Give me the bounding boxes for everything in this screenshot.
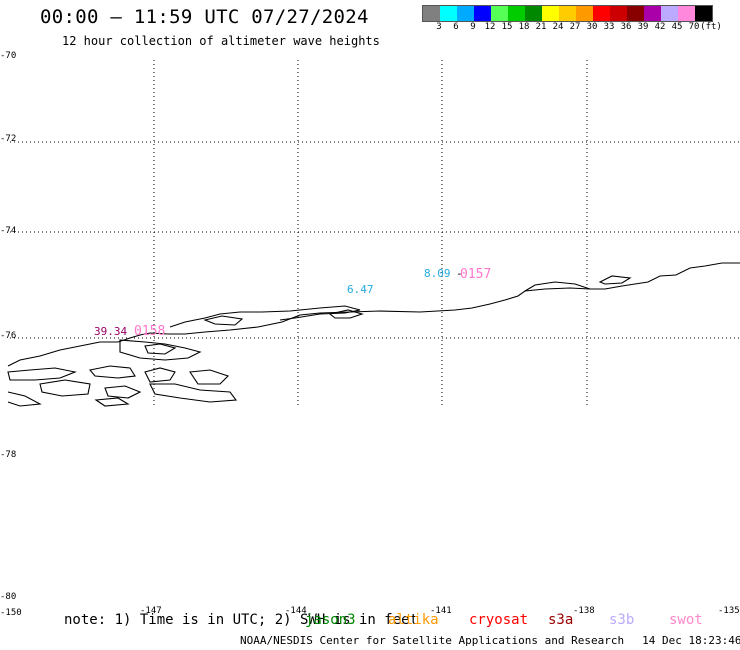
legend-swatch-6 [525, 6, 542, 21]
lat-label-74: -74 [0, 226, 17, 236]
credit-line: NOAA/NESDIS Center for Satellite Applica… [240, 634, 740, 647]
legend-label-2: 9 [470, 22, 476, 32]
lat-label-72: -72 [0, 134, 17, 144]
legend-label-5: 18 [518, 22, 530, 32]
legend-swatch-10 [593, 6, 610, 21]
small-island [598, 275, 632, 285]
island-i [104, 385, 142, 399]
island-a [203, 315, 244, 326]
lon-label-144: -144 [285, 606, 307, 616]
satellite-swot: swot [669, 612, 703, 628]
island-k [7, 391, 42, 407]
coastline [7, 262, 740, 407]
legend-swatch-2 [457, 6, 474, 21]
legend-label-14: 45 [671, 22, 683, 32]
lat-label-76: -76 [0, 331, 17, 341]
legend-label-7: 24 [552, 22, 564, 32]
legend-swatch-5 [508, 6, 525, 21]
island-d [7, 367, 77, 381]
lon-label-147: -147 [140, 606, 162, 616]
track-label-0157: 0157 [460, 267, 491, 282]
island-l [94, 397, 130, 407]
page-title: 00:00 – 11:59 UTC 07/27/2024 [40, 6, 369, 28]
page-subtitle: 12 hour collection of altimeter wave hei… [62, 34, 380, 48]
wave-height-label-39-34: 39.34 [94, 325, 127, 338]
wave-height-label-8-09: 8.09 [424, 267, 451, 280]
generated-timestamp: 14 Dec 18:23:46 UTC 2024 [642, 634, 740, 647]
credit-text: NOAA/NESDIS Center for Satellite Applica… [240, 634, 625, 647]
coastal-lobe [119, 339, 202, 361]
legend-swatch-16 [695, 6, 712, 21]
legend-label-10: 33 [603, 22, 615, 32]
lat-label-80: -80 [0, 592, 17, 602]
track-tick: - [456, 267, 463, 280]
legend-label-16: (ft) [700, 22, 722, 32]
island-b [328, 309, 364, 319]
legend-label-11: 36 [620, 22, 632, 32]
lon-label-135: -135 [718, 606, 740, 616]
island-g [189, 369, 230, 385]
legend-swatch-15 [678, 6, 695, 21]
island-c [144, 343, 177, 355]
inner-coast [169, 305, 361, 328]
wave-height-label-6-47: 6.47 [347, 283, 374, 296]
footer-note: note: 1) Time is in UTC; 2) SWH is in fe… [64, 612, 419, 628]
satellite-jason3: jason3 [305, 612, 356, 628]
island-h [39, 379, 91, 397]
legend-label-1: 6 [453, 22, 459, 32]
inlet [524, 281, 591, 292]
wave-height-color-legend [422, 5, 713, 22]
legend-swatch-1 [440, 6, 457, 21]
legend-label-12: 39 [637, 22, 649, 32]
lat-label-70: -70 [0, 51, 17, 61]
legend-swatch-14 [661, 6, 678, 21]
legend-label-4: 15 [501, 22, 513, 32]
legend-swatch-0 [423, 6, 440, 21]
legend-label-6: 21 [535, 22, 547, 32]
lat-label-78: -78 [0, 450, 17, 460]
legend-label-8: 27 [569, 22, 581, 32]
legend-swatch-4 [491, 6, 508, 21]
legend-swatch-3 [474, 6, 491, 21]
graticule [10, 60, 740, 405]
legend-label-13: 42 [654, 22, 666, 32]
track-label-0158: 0158 [134, 324, 165, 339]
lon-label-138: -138 [573, 606, 595, 616]
legend-swatch-13 [644, 6, 661, 21]
legend-swatch-8 [559, 6, 576, 21]
island-f [144, 367, 176, 383]
legend-label-15: 70 [688, 22, 700, 32]
ice-shelf-edge [100, 262, 740, 343]
legend-label-0: 3 [436, 22, 442, 32]
island-e [88, 365, 136, 379]
satellite-altika: altika [388, 612, 439, 628]
legend-label-3: 12 [484, 22, 496, 32]
legend-label-9: 30 [586, 22, 598, 32]
lon-label-141: -141 [430, 606, 452, 616]
satellite-cryosat: cryosat [469, 612, 529, 628]
legend-swatch-12 [627, 6, 644, 21]
island-j [149, 383, 238, 403]
legend-swatch-7 [542, 6, 559, 21]
west-coast [7, 341, 101, 367]
lon-label-150: -150 [0, 608, 22, 618]
satellite-s3a: s3a [548, 612, 574, 628]
legend-swatch-11 [610, 6, 627, 21]
satellite-s3b: s3b [609, 612, 635, 628]
legend-swatch-9 [576, 6, 593, 21]
